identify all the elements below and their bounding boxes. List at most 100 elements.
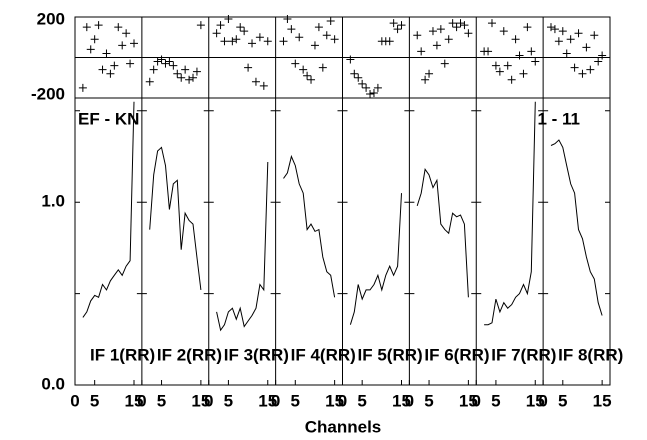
if-label: IF 3(RR)	[224, 345, 289, 364]
x-tick-label: 0	[70, 391, 79, 410]
phase-point	[444, 35, 453, 44]
phase-point	[366, 89, 375, 98]
phase-point	[523, 23, 532, 32]
phase-point	[251, 77, 260, 86]
phase-point	[78, 83, 87, 92]
phase-point	[428, 27, 437, 36]
phase-point	[244, 63, 253, 72]
phase-point	[110, 61, 119, 70]
phase-point	[240, 27, 249, 36]
x-tick-label: 5	[424, 391, 433, 410]
x-tick-label: 0	[405, 391, 414, 410]
x-tick-label: 15	[526, 391, 545, 410]
if-label: IF 5(RR)	[358, 345, 423, 364]
phase-point	[82, 23, 91, 32]
phase-point	[594, 57, 603, 66]
phase-point	[153, 57, 162, 66]
phase-point	[385, 37, 394, 46]
phase-point	[196, 21, 205, 30]
phase-point	[236, 23, 245, 32]
phase-point	[220, 37, 229, 46]
phase-point	[279, 37, 288, 46]
amplitude-line	[82, 101, 135, 318]
phase-point	[460, 21, 469, 30]
phase-point	[318, 63, 327, 72]
phase-point	[417, 47, 426, 56]
x-tick-label: 5	[224, 391, 233, 410]
phase-point	[192, 67, 201, 76]
phase-point	[177, 73, 186, 82]
x-tick-label: 15	[459, 391, 478, 410]
x-tick-label: 5	[90, 391, 99, 410]
amplitude-line	[149, 146, 202, 290]
x-tick-label: 5	[491, 391, 500, 410]
phase-point	[173, 69, 182, 78]
phase-point	[161, 59, 170, 68]
x-tick-label: 15	[191, 391, 210, 410]
phase-point	[94, 21, 103, 30]
phase-point	[389, 19, 398, 28]
phase-point	[259, 81, 268, 90]
amplitude-line	[216, 161, 269, 332]
phase-point	[122, 29, 131, 38]
phase-point	[582, 43, 591, 52]
x-tick-label: 15	[392, 391, 411, 410]
phase-point	[362, 83, 371, 92]
if-label: IF 8(RR)	[558, 345, 623, 364]
phase-point	[295, 33, 304, 42]
phase-point	[554, 37, 563, 46]
x-tick-label: 0	[538, 391, 547, 410]
phase-point	[330, 35, 339, 44]
phase-point	[456, 19, 465, 28]
phase-point	[255, 33, 264, 42]
phase-point	[369, 88, 378, 97]
phase-point	[98, 65, 107, 74]
amplitude-line	[484, 101, 536, 326]
phase-point	[464, 29, 473, 38]
phase-point	[425, 69, 434, 78]
phase-point	[358, 79, 367, 88]
phase-point	[126, 59, 135, 68]
phase-point	[578, 69, 587, 78]
phase-point	[586, 65, 595, 74]
phase-point	[550, 25, 559, 34]
phase-point	[546, 23, 555, 32]
phase-point	[491, 61, 500, 70]
phase-point	[310, 41, 319, 50]
x-tick-label: 15	[593, 391, 612, 410]
phase-point	[527, 47, 536, 56]
timerange-label: 1 - 11	[537, 109, 580, 128]
x-tick-label: 5	[357, 391, 366, 410]
amplitude-line	[349, 193, 402, 325]
phase-point	[102, 49, 111, 58]
phase-point	[574, 29, 583, 38]
x-tick-label: 5	[291, 391, 300, 410]
amplitude-line	[416, 168, 469, 298]
phase-point	[346, 55, 355, 64]
phase-point	[393, 25, 402, 34]
x-axis-label: Channels	[305, 417, 382, 436]
if-label: IF 1(RR)	[90, 345, 155, 364]
baseline-label: EF - KN	[78, 109, 139, 128]
phase-point	[515, 51, 524, 60]
phase-point	[322, 31, 331, 40]
phase-point	[484, 47, 493, 56]
phase-point	[326, 17, 335, 26]
phase-point	[503, 61, 512, 70]
if-label: IF 7(RR)	[491, 345, 556, 364]
phase-point	[373, 83, 382, 92]
phase-point	[421, 75, 430, 84]
phase-point	[299, 65, 308, 74]
phase-point	[562, 49, 571, 58]
phase-point	[519, 69, 528, 78]
phase-point	[598, 51, 607, 60]
phase-point	[397, 21, 406, 30]
phase-point	[248, 39, 257, 48]
phase-point	[212, 29, 221, 38]
phase-point	[570, 63, 579, 72]
phase-point	[354, 73, 363, 82]
if-label: IF 4(RR)	[291, 345, 356, 364]
x-tick-label: 0	[338, 391, 347, 410]
y-tick-label: 0.0	[41, 374, 65, 393]
